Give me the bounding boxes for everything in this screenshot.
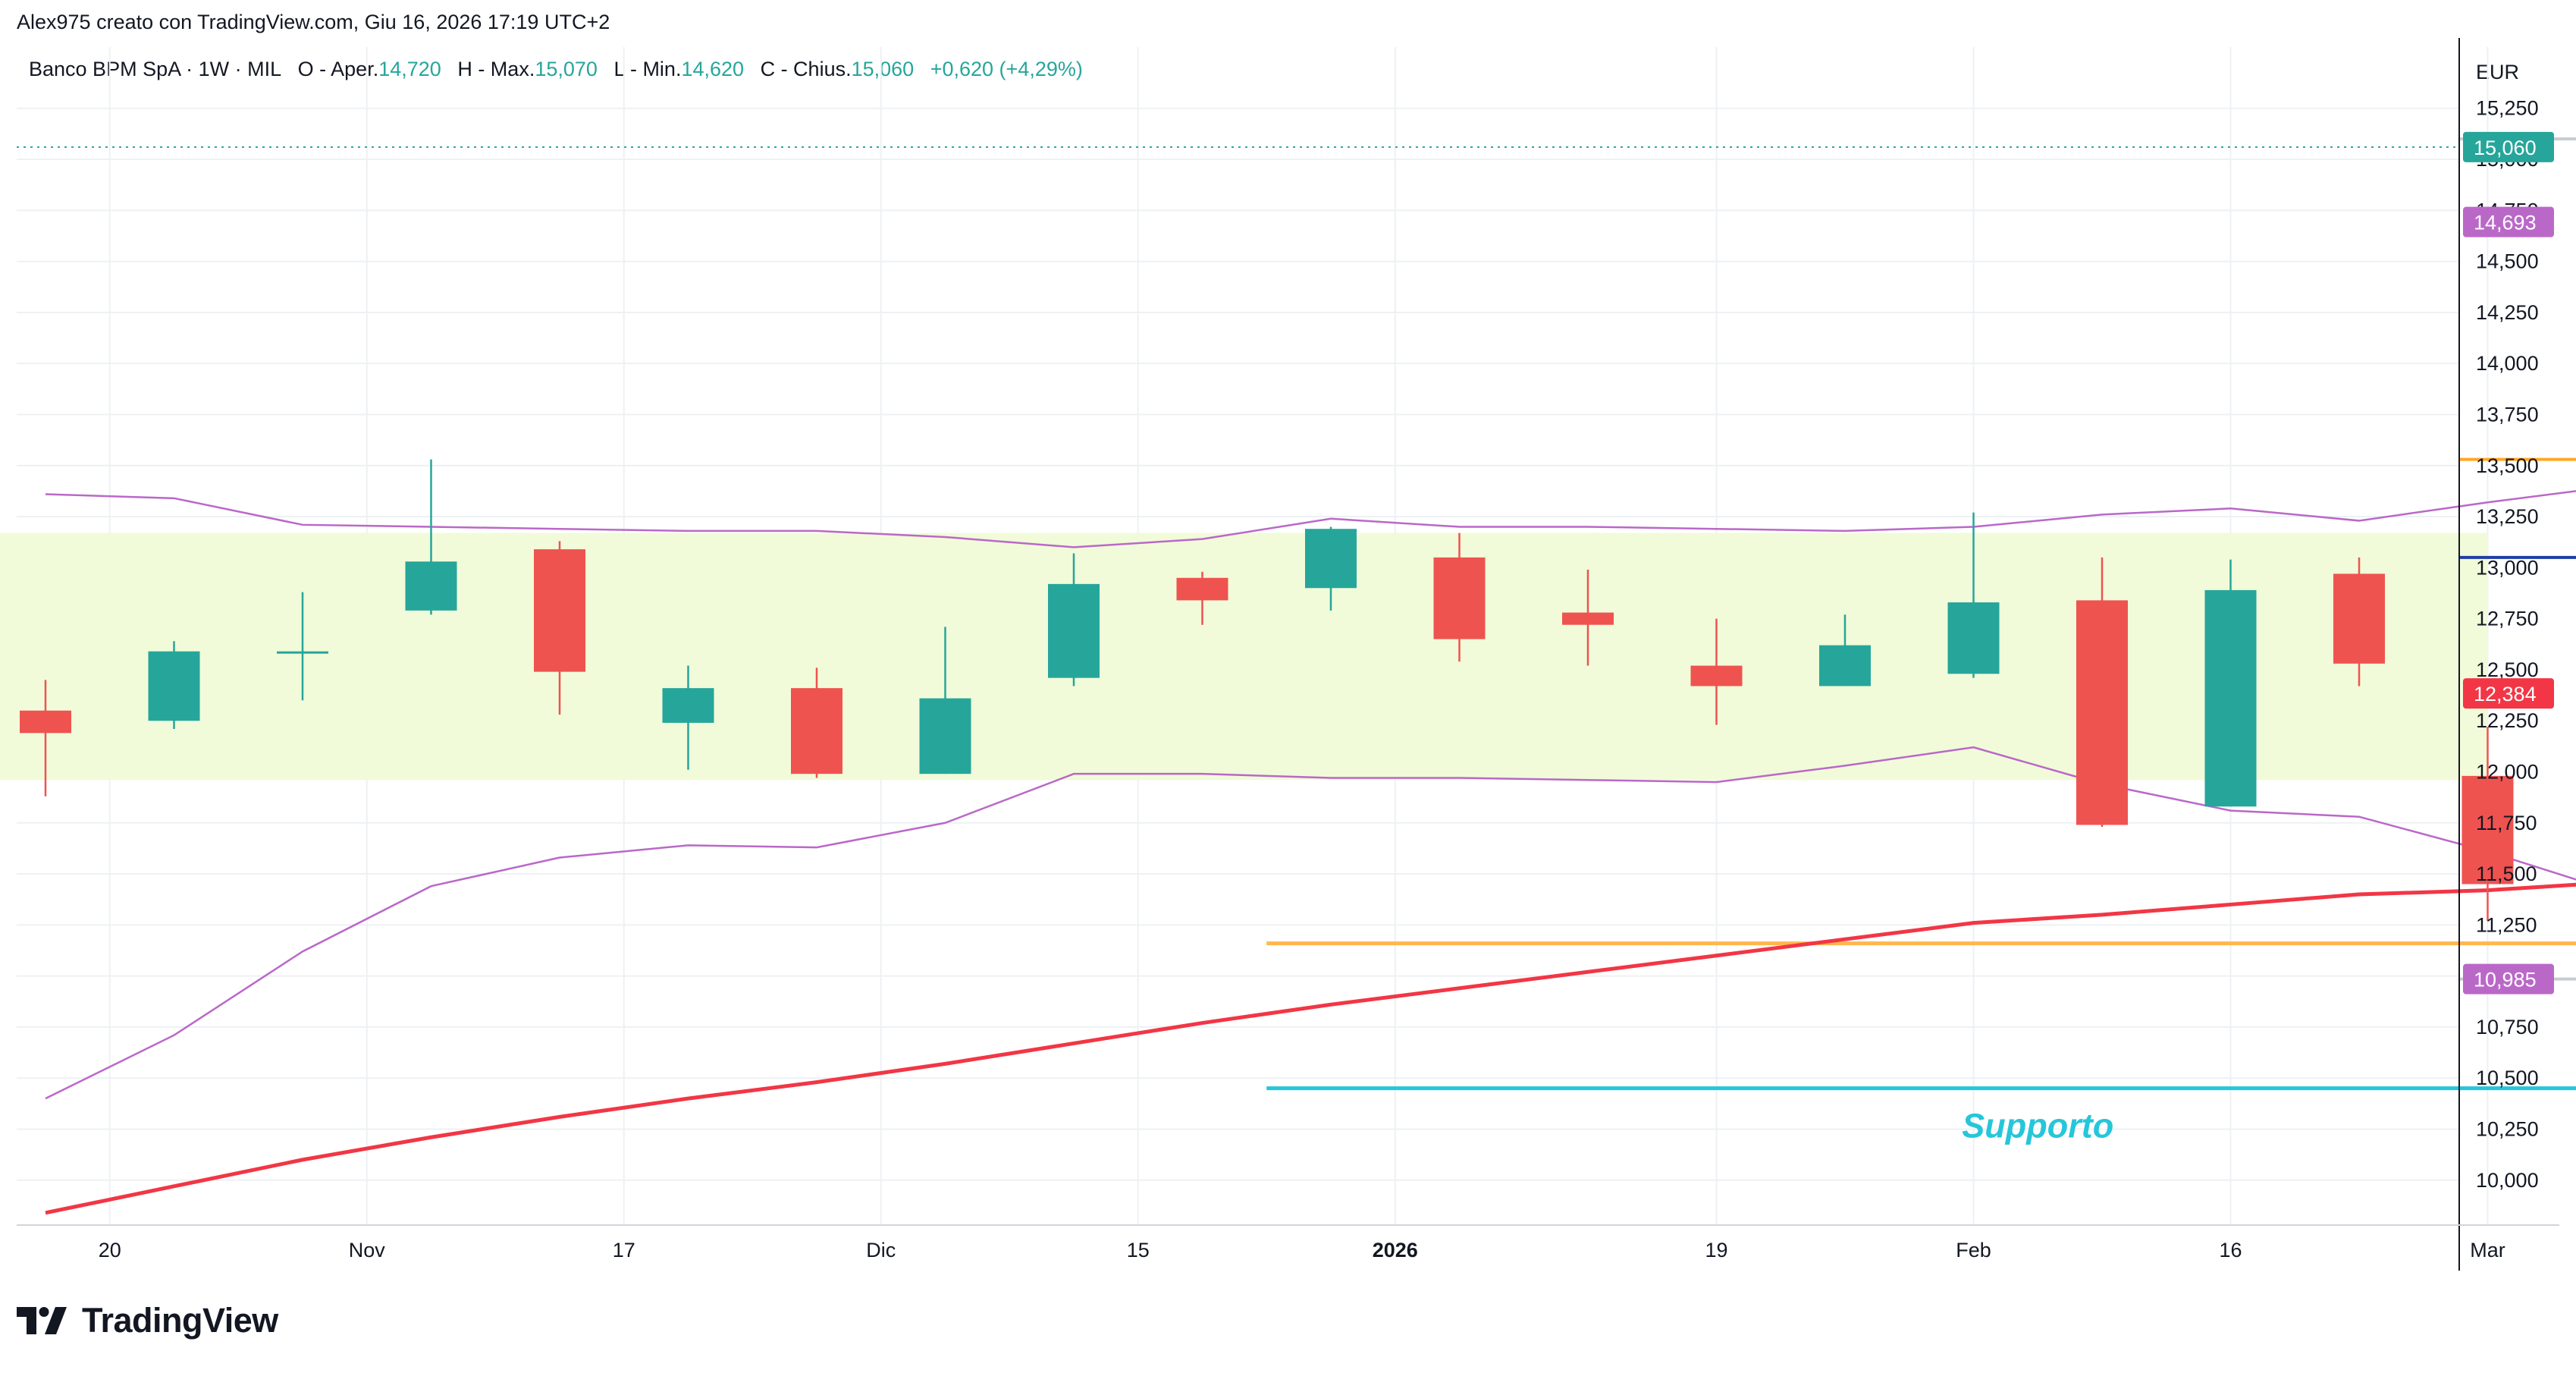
candle-body bbox=[2204, 589, 2257, 807]
candle-body bbox=[791, 688, 842, 774]
close-label: C - Chius. bbox=[760, 58, 852, 80]
bb-upper-line bbox=[45, 490, 2576, 548]
tradingview-logo-icon bbox=[17, 1307, 67, 1334]
candle-body bbox=[1305, 529, 1357, 589]
y-tick-label: 12,250 bbox=[2476, 709, 2539, 732]
candle-body bbox=[1048, 583, 1100, 678]
candle-body bbox=[1176, 577, 1228, 601]
footer-logo[interactable]: TradingView bbox=[17, 1301, 278, 1340]
annotations[interactable]: SupportoSupporto bbox=[1962, 563, 2576, 1145]
price-tag bbox=[2463, 131, 2554, 162]
ma-line bbox=[45, 882, 2576, 1215]
y-tick-label: 11,750 bbox=[2476, 812, 2537, 834]
price-tag-label: 15,060 bbox=[2474, 137, 2537, 159]
y-tick-label: 13,500 bbox=[2476, 454, 2539, 477]
high-value: 15,070 bbox=[535, 58, 598, 80]
open-label: O - Aper. bbox=[297, 58, 379, 80]
candle-body bbox=[2333, 573, 2385, 664]
price-tag-label: 12,384 bbox=[2474, 683, 2537, 705]
x-tick-label: 16 bbox=[2219, 1239, 2242, 1261]
x-tick-label: 20 bbox=[99, 1239, 121, 1261]
x-axis-labels[interactable]: 20Nov17Dic15202619Feb16Mar16Apr20Mag18Gi… bbox=[99, 1239, 2576, 1261]
low-value: 14,620 bbox=[681, 58, 745, 80]
support-annotation: Supporto bbox=[1962, 1106, 2113, 1145]
change-value: +0,620 (+4,29%) bbox=[930, 58, 1083, 80]
candle-body bbox=[1819, 645, 1871, 686]
candle-body bbox=[405, 561, 457, 611]
y-tick-label: 13,750 bbox=[2476, 403, 2539, 426]
y-tick-label: 10,750 bbox=[2476, 1016, 2539, 1038]
y-tick-label: 13,000 bbox=[2476, 556, 2539, 579]
price-tag bbox=[2463, 963, 2554, 994]
high-label: H - Max. bbox=[457, 58, 535, 80]
chart-caption: Alex975 creato con TradingView.com, Giu … bbox=[17, 11, 610, 33]
y-tick-label: 14,250 bbox=[2476, 301, 2539, 324]
bollinger-bands bbox=[45, 490, 2576, 1100]
moving-average bbox=[45, 882, 2576, 1215]
y-tick-label: 13,250 bbox=[2476, 505, 2539, 528]
y-tick-label: 11,500 bbox=[2476, 862, 2537, 885]
price-chart[interactable]: 50,00% SupportoSupporto 10,000 10,250 10,5… bbox=[0, 0, 2576, 1290]
candle-body bbox=[1562, 612, 1614, 625]
axes bbox=[17, 38, 2559, 1271]
x-tick-label: Feb bbox=[1956, 1239, 1991, 1261]
price-tag bbox=[2463, 206, 2554, 237]
x-tick-label: 17 bbox=[613, 1239, 635, 1261]
candle-body bbox=[148, 651, 200, 721]
candle-body bbox=[2076, 600, 2128, 825]
x-tick-label: Mar bbox=[2470, 1239, 2505, 1261]
x-tick-label: 15 bbox=[1127, 1239, 1150, 1261]
candle-body bbox=[1433, 557, 1486, 639]
close-value: 15,060 bbox=[851, 58, 915, 80]
candle-body bbox=[20, 710, 71, 734]
price-tag bbox=[2463, 678, 2554, 709]
x-tick-label: 2026 bbox=[1373, 1239, 1418, 1261]
symbol-legend[interactable]: Banco BPM SpA · 1W · MIL O - Aper.14,720… bbox=[29, 58, 1083, 81]
y-tick-label: 10,250 bbox=[2476, 1117, 2539, 1140]
candle-body bbox=[919, 698, 971, 774]
y-tick-label: 10,000 bbox=[2476, 1169, 2539, 1192]
candle-body bbox=[2461, 775, 2514, 884]
open-value: 14,720 bbox=[378, 58, 441, 80]
y-tick-label: 12,750 bbox=[2476, 608, 2539, 630]
y-tick-label: 14,500 bbox=[2476, 250, 2539, 273]
candle-body bbox=[662, 688, 714, 723]
currency-label[interactable]: EUR bbox=[2476, 61, 2520, 83]
y-tick-label: 11,250 bbox=[2476, 913, 2537, 936]
x-tick-label: 19 bbox=[1705, 1239, 1727, 1261]
price-tag-label: 10,985 bbox=[2474, 969, 2537, 991]
horizontal-lines[interactable]: 50,00% bbox=[17, 137, 2576, 1091]
y-tick-label: 10,500 bbox=[2476, 1067, 2539, 1089]
candle-body bbox=[534, 549, 585, 672]
symbol-name: Banco BPM SpA · 1W · MIL bbox=[29, 58, 282, 80]
bb-lower-line bbox=[45, 746, 2576, 1100]
y-tick-label: 12,500 bbox=[2476, 658, 2539, 681]
brand-name: TradingView bbox=[82, 1301, 278, 1340]
x-tick-label: Dic bbox=[866, 1239, 896, 1261]
candle-body bbox=[1947, 602, 2000, 674]
y-tick-label: 14,000 bbox=[2476, 352, 2539, 375]
candles bbox=[20, 459, 2514, 921]
low-label: L - Min. bbox=[613, 58, 682, 80]
candle-body bbox=[1690, 665, 1743, 686]
y-tick-label: 12,000 bbox=[2476, 760, 2539, 783]
price-tag-label: 14,693 bbox=[2474, 212, 2537, 234]
price-tags: 15,060 14,693 12,384 10,985 bbox=[2463, 131, 2554, 994]
x-tick-label: Nov bbox=[349, 1239, 386, 1261]
y-tick-label: 15,250 bbox=[2476, 97, 2539, 120]
candle-body bbox=[277, 651, 328, 654]
